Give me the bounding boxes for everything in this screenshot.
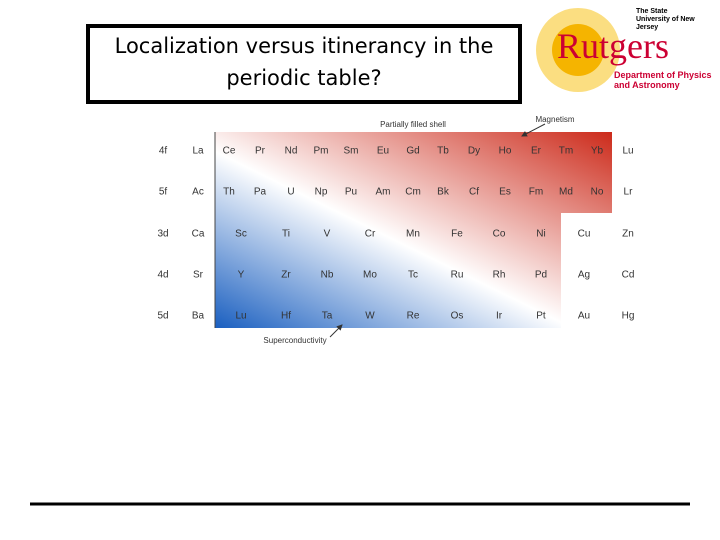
department: Department of Physics and Astronomy [614,70,712,90]
element: Fm [529,187,543,198]
element: Hf [281,311,291,322]
element: Pr [255,146,266,157]
element: Cf [469,187,479,198]
element: Ta [322,311,333,322]
element: Lr [624,187,634,198]
sun [552,24,604,76]
element: Ni [536,229,545,240]
logo: The State University of New Jersey Rutge… [536,8,712,92]
element: Ca [192,229,205,240]
element: Sr [193,270,204,281]
element: Ba [192,311,205,322]
element: Am [376,187,391,198]
title: Localization versus itinerancy in the pe… [114,34,494,90]
element: Tc [408,270,418,281]
element: Cm [405,187,421,198]
element: Sc [235,229,247,240]
element: Er [531,146,542,157]
univ-wrap: The State University of New Jersey [636,8,695,31]
element: Cd [622,270,635,281]
arrow [329,324,343,338]
element: Ag [578,270,590,281]
element: Es [499,187,511,198]
element: W [365,311,375,322]
element: Y [238,270,245,281]
element: Eu [377,146,389,157]
element: Md [559,187,573,198]
element: Sm [344,146,359,157]
university: The State University of New Jersey [636,8,695,31]
element: Au [578,311,590,322]
element: Np [315,187,328,198]
element: Ce [223,146,236,157]
element: Pu [345,187,357,198]
element: Yb [591,146,604,157]
element: Zn [622,229,634,240]
arrow [521,123,546,137]
element: Pd [535,270,547,281]
row-label: 4f [159,146,168,157]
table-header: Partially filled shell [380,120,446,129]
element: Nb [321,270,334,281]
element: La [192,146,204,157]
element: Ru [451,270,464,281]
element: Ir [496,311,503,322]
element: Tm [559,146,573,157]
annotation: Superconductivity [263,336,326,345]
element: Tb [437,146,449,157]
element: Ti [282,229,290,240]
element: Th [223,187,235,198]
element: Co [493,229,506,240]
element: Pt [536,311,546,322]
row-label: 5d [157,311,168,322]
element: Lu [622,146,633,157]
element: Gd [406,146,419,157]
element: Fe [451,229,463,240]
element: Ac [192,187,204,198]
title-box [86,24,522,104]
element: Re [407,311,420,322]
title-wrap: Localization versus itinerancy in the pe… [114,34,494,90]
element: Os [451,311,464,322]
gradient-region [215,132,612,328]
element: Cr [365,229,376,240]
element: Ho [499,146,512,157]
element: V [324,229,331,240]
element-table: 4f La Ce Pr Nd Pm Sm Eu Gd Tb Dy Ho Er Tm Yb Lu 5f Ac Th Pa… [157,146,634,322]
element: U [287,187,294,198]
element: Bk [437,187,450,198]
element: Cu [578,229,591,240]
element: Mo [363,270,377,281]
element: Pm [314,146,329,157]
element: Lu [235,311,246,322]
annotation: Magnetism [535,115,574,124]
element: Hg [622,311,635,322]
logo-name: Rutgers [557,26,669,66]
element: Pa [254,187,267,198]
element: Mn [406,229,420,240]
element: Nd [285,146,298,157]
element: No [591,187,604,198]
row-label: 4d [157,270,168,281]
row-label: 3d [157,229,168,240]
row-label: 5f [159,187,168,198]
dept-wrap: Department of Physics and Astronomy [614,70,712,90]
element: Rh [493,270,506,281]
element: Dy [468,146,480,157]
element: Zr [281,270,291,281]
